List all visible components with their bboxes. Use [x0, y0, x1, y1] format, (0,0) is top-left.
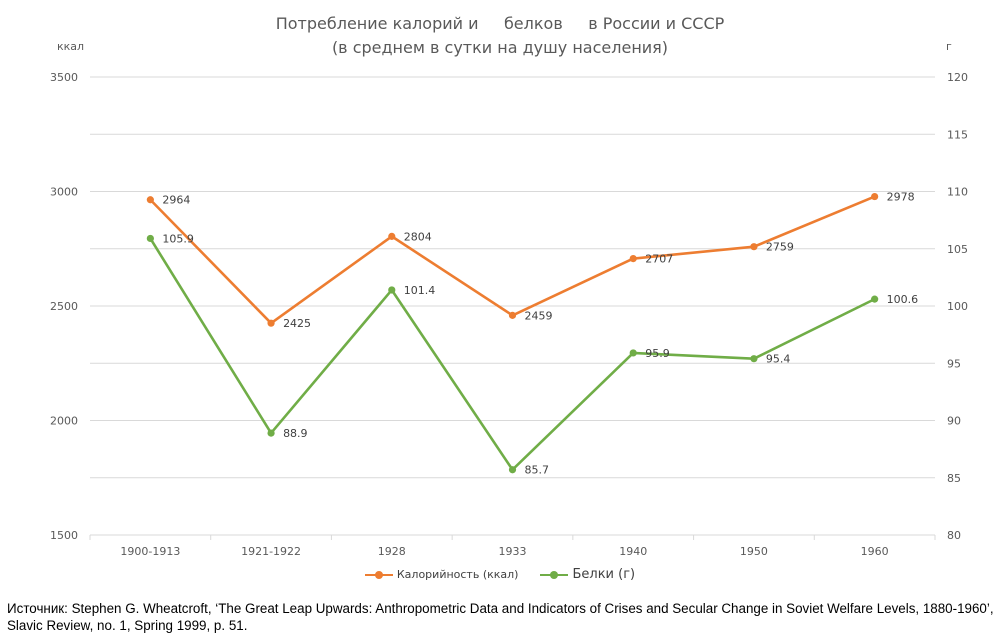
data-point [629, 254, 637, 263]
legend-label: Белки (г) [572, 567, 636, 582]
y-right-tick-label: 115 [947, 128, 968, 141]
y-left-tick-label: 3500 [50, 71, 78, 84]
x-tick-label: 1933 [499, 545, 527, 558]
data-label: 2759 [766, 241, 794, 254]
line-chart: 1500 2000 2500 3000 3500 80 85 90 95 100 105 110 115… [50, 71, 968, 558]
x-tick-label: 1940 [619, 545, 647, 558]
data-label: 2804 [404, 230, 432, 243]
x-tick-label: 1950 [740, 545, 768, 558]
data-label: 100.6 [887, 293, 919, 306]
data-point [871, 295, 879, 303]
left-axis-unit: ккал [57, 40, 85, 53]
data-point [750, 355, 758, 363]
data-label: 95.4 [766, 353, 791, 366]
y-right-tick-label: 85 [947, 472, 961, 485]
data-label: 95.9 [645, 347, 670, 360]
y-right-tick-label: 80 [947, 529, 961, 542]
data-label: 101.4 [404, 284, 436, 297]
data-point [508, 466, 517, 474]
data-label: 2978 [887, 191, 915, 204]
chart-title: Потребление калорий и белков в России и … [275, 14, 725, 33]
y-left-tick-label: 3000 [50, 186, 78, 199]
data-label: 85.7 [525, 464, 550, 477]
data-label: 2459 [525, 309, 553, 322]
y-right-tick-label: 110 [947, 186, 968, 199]
data-point [750, 243, 758, 251]
legend: Калорийность (ккал) Белки (г) [0, 567, 1000, 582]
y-right-tick-label: 100 [947, 300, 968, 313]
x-tick-label: 1960 [861, 545, 889, 558]
data-label: 88.9 [283, 427, 308, 440]
x-tick-label: 1928 [378, 545, 406, 558]
y-left-tick-label: 1500 [50, 529, 78, 542]
y-right-tick-label: 105 [947, 243, 968, 256]
x-tick-label: 1900-1913 [120, 545, 180, 558]
y-left-tick-label: 2500 [50, 300, 78, 313]
data-label: 2425 [283, 317, 311, 330]
data-point [388, 232, 396, 240]
chart-subtitle: (в среднем в сутки на душу населения) [331, 38, 669, 57]
data-point [146, 196, 154, 204]
legend-item-2: Белки (г) [540, 567, 635, 582]
source-citation: Источник: Stephen G. Wheatcroft, ‘The Gr… [7, 601, 994, 633]
legend-swatch [540, 570, 569, 580]
data-label: 2964 [162, 194, 190, 207]
data-point [629, 349, 637, 357]
series-line-1 [149, 195, 876, 325]
x-tick-label: 1921-1922 [241, 545, 301, 558]
y-right-tick-label: 120 [947, 71, 968, 84]
legend-swatch [364, 570, 393, 580]
data-point [388, 286, 396, 294]
data-point [267, 429, 275, 437]
legend-item-1: Калорийность (ккал) [364, 567, 519, 582]
right-axis-unit: г [946, 40, 952, 53]
y-right-tick-label: 90 [947, 415, 961, 428]
data-point [146, 234, 154, 243]
y-left-tick-label: 2000 [50, 415, 78, 428]
data-point [871, 192, 879, 201]
data-label: 2707 [645, 253, 673, 266]
y-right-tick-label: 95 [947, 357, 961, 370]
data-point [267, 319, 275, 327]
data-label: 105.9 [162, 232, 194, 245]
data-point [508, 311, 517, 319]
legend-label: Калорийность (ккал) [396, 568, 519, 581]
